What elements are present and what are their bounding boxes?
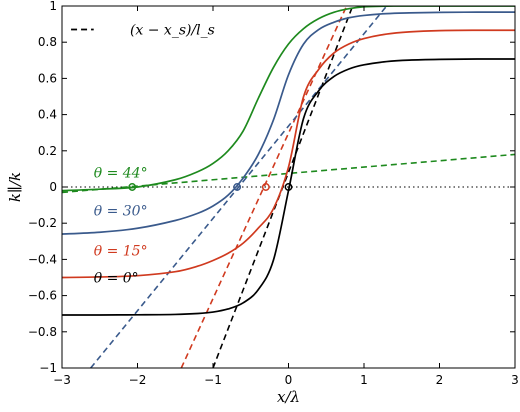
curve-label-3: θ = 44° — [94, 166, 148, 182]
axes: −3 −2 −1 0 1 2 3 −1 −0.8 −0.6 −0.4 −0.2 0 0.2 0.4 0.6 0.… — [6, 0, 519, 406]
y-tick-label: 0.2 — [38, 144, 57, 158]
y-tick-label: −0.8 — [28, 325, 57, 339]
y-tick-label: 1 — [49, 0, 57, 13]
y-tick-label: −0.4 — [28, 252, 57, 266]
y-tick-label: 0 — [49, 180, 57, 194]
x-tick-label: 3 — [511, 373, 519, 387]
series-curve-2 — [62, 11, 515, 235]
x-tick-label: −1 — [204, 373, 222, 387]
curve-label-2: θ = 30° — [94, 204, 148, 220]
y-tick-label: −1 — [39, 361, 57, 375]
x-tick-label: −2 — [129, 373, 147, 387]
curve-label-1: θ = 15° — [94, 243, 148, 259]
legend-label: (x − x_s)/l_s — [130, 23, 215, 39]
crossing-marker-2 — [233, 183, 242, 191]
y-tick-label: 0.4 — [38, 108, 57, 122]
crossing-marker-0 — [284, 183, 293, 191]
legend: (x − x_s)/l_s — [71, 23, 215, 39]
curve-label-0: θ = 0° — [94, 271, 139, 287]
x-tick-label: 1 — [360, 373, 368, 387]
y-tick-label: −0.2 — [28, 216, 57, 230]
x-axis-label: x/λ — [277, 388, 300, 406]
dashed-line-2 — [90, 6, 388, 368]
series-curve-1 — [62, 29, 515, 279]
x-tick-label: 0 — [285, 373, 293, 387]
crossing-marker-1 — [261, 183, 270, 191]
y-axis-label: k∥/k — [6, 172, 24, 202]
y-tick-label: 0.8 — [38, 35, 57, 49]
crossing-marker-3 — [128, 183, 137, 191]
dashed-line-3 — [62, 153, 515, 194]
dashed-line-1 — [180, 6, 348, 368]
y-tick-label: −0.6 — [28, 289, 57, 303]
x-tick-label: −3 — [53, 373, 71, 387]
x-tick-label: 2 — [436, 373, 444, 387]
y-tick-label: 0.6 — [38, 71, 57, 85]
